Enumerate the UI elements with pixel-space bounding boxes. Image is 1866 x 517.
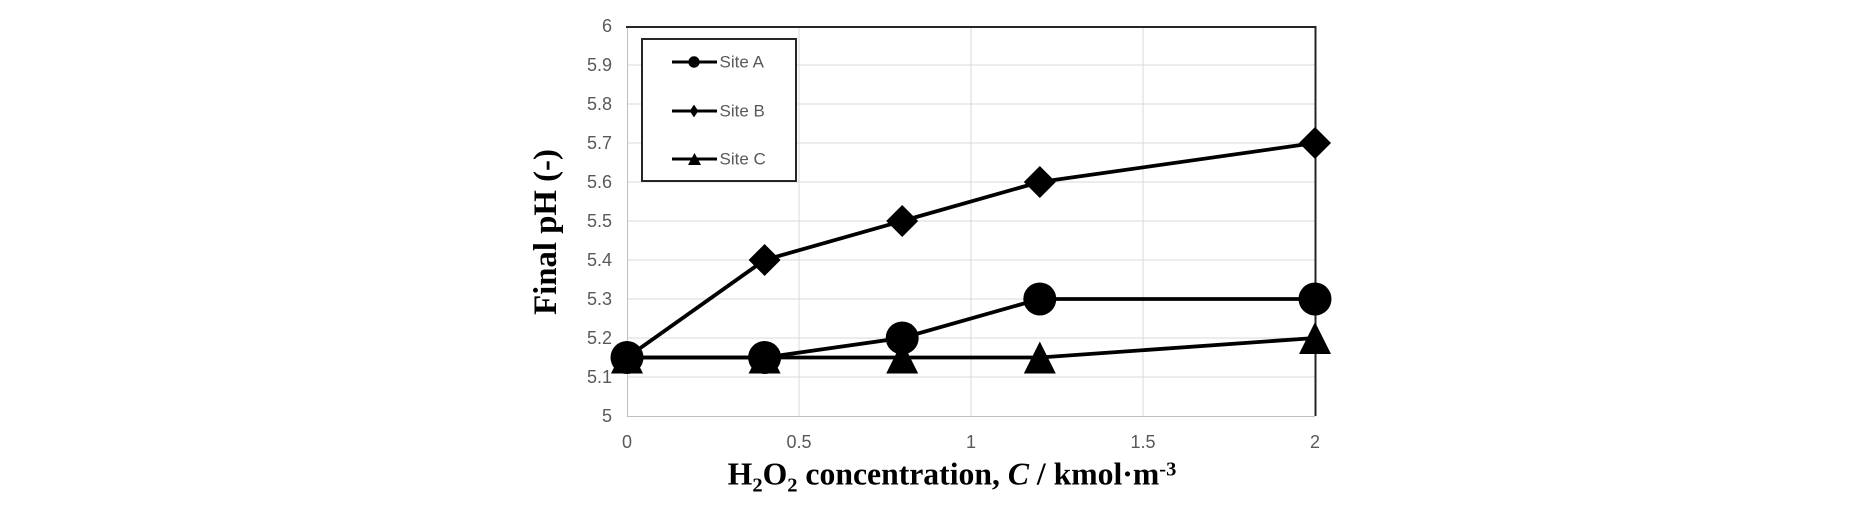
svg-text:5.9: 5.9 [587, 55, 612, 75]
svg-text:1: 1 [966, 432, 976, 452]
svg-text:5.3: 5.3 [587, 289, 612, 309]
svg-text:Final pH (-): Final pH (-) [528, 149, 564, 315]
svg-text:6: 6 [602, 16, 612, 36]
svg-text:Site C: Site C [720, 150, 766, 169]
svg-text:Site A: Site A [720, 52, 765, 71]
svg-text:2: 2 [1310, 432, 1320, 452]
svg-text:5.1: 5.1 [587, 367, 612, 387]
svg-text:0.5: 0.5 [786, 432, 811, 452]
svg-text:5.4: 5.4 [587, 250, 612, 270]
svg-text:1.5: 1.5 [1130, 432, 1155, 452]
svg-text:5.2: 5.2 [587, 328, 612, 348]
svg-text:0: 0 [622, 432, 632, 452]
svg-text:H2O2 concentration, C / kmol·m: H2O2 concentration, C / kmol·m-3 [728, 457, 1177, 497]
svg-text:5.7: 5.7 [587, 133, 612, 153]
svg-text:5: 5 [602, 406, 612, 426]
svg-text:5.8: 5.8 [587, 94, 612, 114]
svg-text:5.6: 5.6 [587, 172, 612, 192]
svg-text:5.5: 5.5 [587, 211, 612, 231]
svg-text:Site B: Site B [720, 101, 765, 120]
